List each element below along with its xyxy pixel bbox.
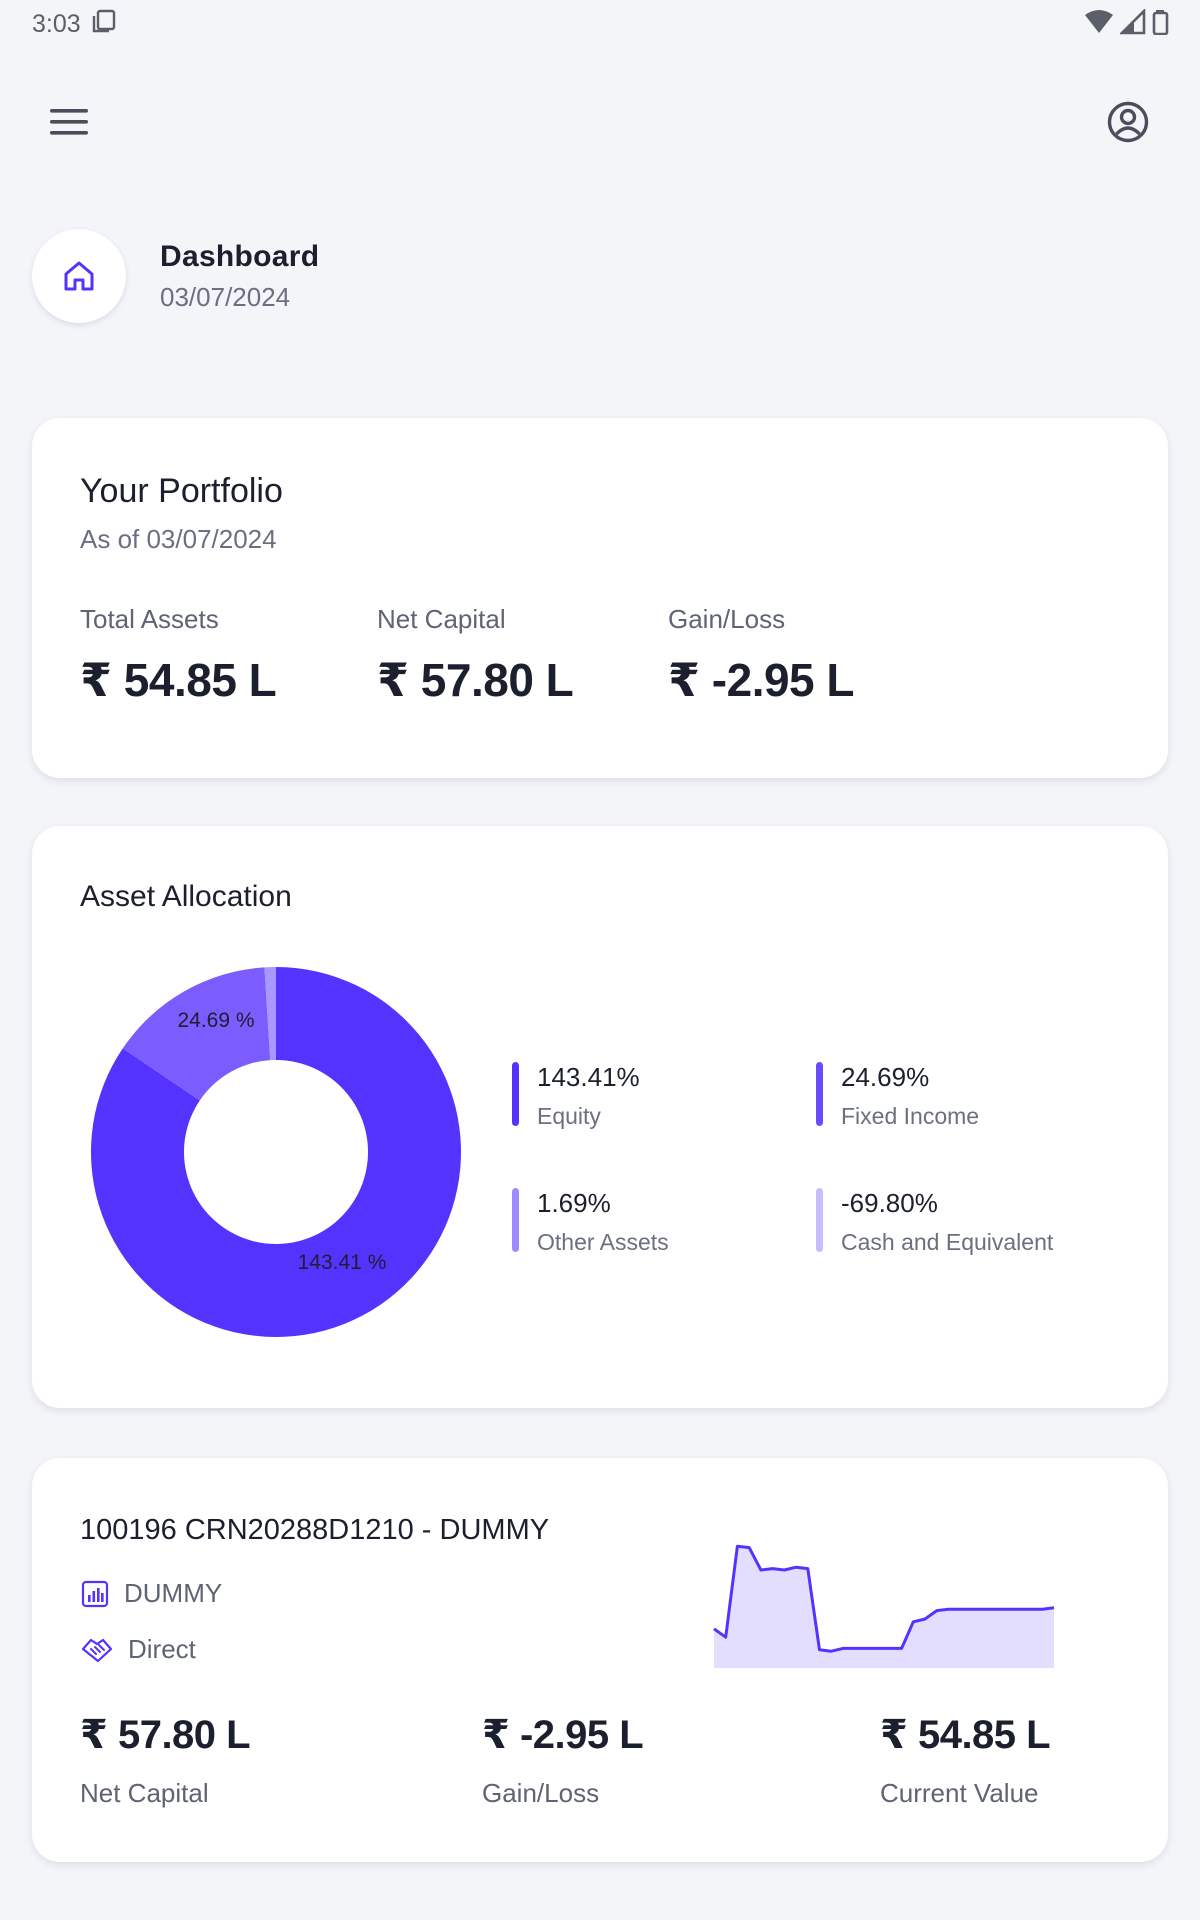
home-icon (64, 261, 94, 291)
holding-trend-sparkline (713, 1544, 1055, 1668)
holding-mode: Direct (128, 1634, 196, 1664)
metric-value: ₹ 54.85 L (80, 654, 277, 706)
metric-value: ₹ -2.95 L (668, 654, 855, 706)
metric-label: Gain/Loss (668, 604, 786, 634)
signal-icon (1118, 7, 1146, 40)
portfolio-as-of: As of 03/07/2024 (80, 524, 277, 554)
portfolio-title: Your Portfolio (80, 472, 283, 510)
home-button[interactable] (32, 229, 126, 323)
page-header: Dashboard 03/07/2024 (32, 228, 319, 324)
legend-name: Equity (537, 1103, 601, 1129)
holding-title: 100196 CRN20288D1210 - DUMMY (80, 1514, 550, 1546)
asset-allocation-card: Asset Allocation 24.69 % 143.41 % 143.41… (32, 826, 1168, 1408)
legend-name: Other Assets (537, 1229, 669, 1255)
legend-name: Cash and Equivalent (841, 1229, 1054, 1255)
holding-net-capital: ₹ 57.80 L Net Capital (80, 1712, 251, 1809)
legend-percent: 143.41% (537, 1062, 640, 1092)
legend-percent: 24.69% (841, 1062, 930, 1092)
metric-label: Net Capital (377, 604, 506, 634)
holding-gain-loss: ₹ -2.95 L Gain/Loss (482, 1712, 644, 1809)
wifi-icon (1084, 9, 1114, 40)
legend-item-cash-and-equivalent: -69.80% Cash and Equivalent (816, 1188, 1053, 1256)
donut-slice-equity[interactable] (90, 967, 462, 1337)
profile-icon[interactable] (1106, 100, 1150, 144)
asset-allocation-title: Asset Allocation (80, 880, 292, 913)
status-bar: 3:03 (0, 0, 1200, 48)
holding-category: DUMMY (124, 1578, 223, 1608)
donut-label-fixed-income: 24.69 % (177, 1009, 254, 1032)
sparkline-area (714, 1546, 1054, 1668)
status-time: 3:03 (32, 9, 81, 38)
metric-label: Total Assets (80, 604, 219, 634)
holding-metric-label: Current Value (880, 1778, 1039, 1808)
top-app-bar (0, 96, 1200, 148)
holding-card[interactable]: 100196 CRN20288D1210 - DUMMY DUMMY Direc… (32, 1458, 1168, 1862)
metric-value: ₹ 57.80 L (377, 654, 574, 706)
net-capital-metric: Net Capital ₹ 57.80 L (377, 604, 574, 707)
legend-color-bar (816, 1062, 823, 1126)
menu-icon[interactable] (50, 104, 90, 140)
handshake-icon (81, 1638, 113, 1662)
legend-color-bar (816, 1188, 823, 1252)
holding-metric-value: ₹ -2.95 L (482, 1713, 644, 1757)
gain-loss-metric: Gain/Loss ₹ -2.95 L (668, 604, 855, 707)
screenshot-icon (91, 8, 117, 41)
legend-name: Fixed Income (841, 1103, 980, 1129)
holding-metric-value: ₹ 54.85 L (880, 1713, 1051, 1757)
legend-item-other-assets: 1.69% Other Assets (512, 1188, 669, 1256)
status-left: 3:03 (32, 8, 117, 41)
page-date: 03/07/2024 (160, 281, 291, 312)
holding-category-row: DUMMY (80, 1578, 222, 1609)
legend-color-bar (512, 1062, 519, 1126)
sparkline-line (713, 1544, 1055, 1653)
page-title: Dashboard (160, 239, 320, 273)
portfolio-card[interactable]: Your Portfolio As of 03/07/2024 Total As… (32, 418, 1168, 778)
total-assets-metric: Total Assets ₹ 54.85 L (80, 604, 277, 707)
legend-color-bar (512, 1188, 519, 1252)
donut-slice-other-assets[interactable] (264, 967, 276, 1061)
legend-item-equity: 143.41% Equity (512, 1062, 640, 1130)
holding-metric-label: Gain/Loss (482, 1778, 600, 1808)
battery-icon (1152, 9, 1170, 40)
holding-metric-value: ₹ 57.80 L (80, 1713, 251, 1757)
legend-percent: -69.80% (841, 1188, 938, 1218)
allocation-donut-chart[interactable]: 24.69 % 143.41 % (90, 966, 462, 1338)
holding-current-value: ₹ 54.85 L Current Value (880, 1712, 1051, 1809)
holding-mode-row: Direct (80, 1634, 196, 1665)
legend-percent: 1.69% (537, 1188, 611, 1218)
donut-label-equity: 143.41 % (298, 1251, 387, 1274)
holding-metric-label: Net Capital (80, 1778, 209, 1808)
bar-chart-icon (81, 1580, 109, 1607)
legend-item-fixed-income: 24.69% Fixed Income (816, 1062, 979, 1130)
status-right (1084, 7, 1170, 40)
donut-slice-fixed-income[interactable] (122, 967, 271, 1101)
header-text: Dashboard 03/07/2024 (160, 240, 319, 313)
